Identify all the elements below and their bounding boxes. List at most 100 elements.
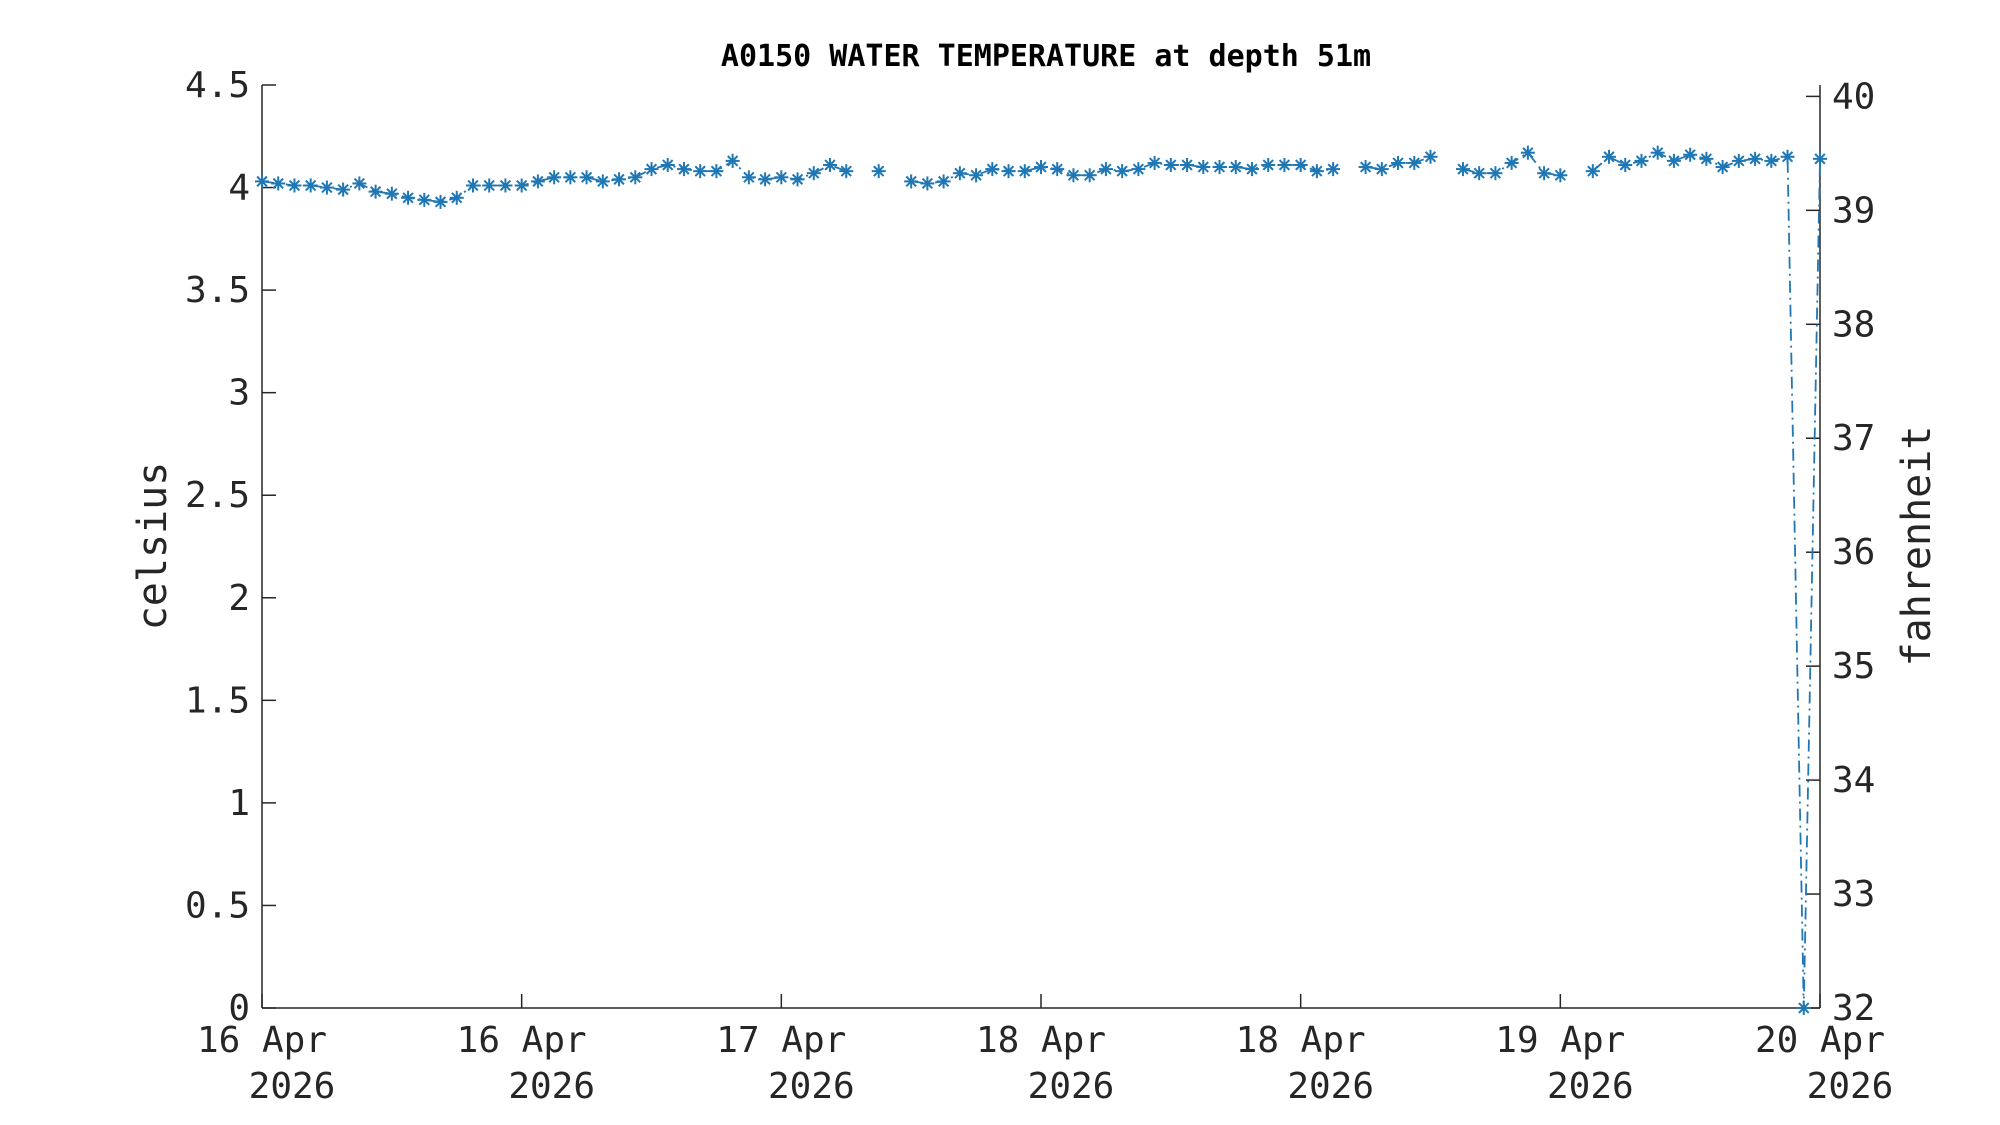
series-temperature bbox=[255, 145, 1827, 1015]
y-tick-label: 0.5 bbox=[185, 885, 250, 926]
data-point bbox=[1017, 164, 1032, 179]
data-point bbox=[384, 186, 399, 201]
data-point bbox=[1553, 168, 1568, 183]
y-axis-label: celsius bbox=[130, 462, 176, 631]
y-axis-ticks: 0 0.5 1 1.5 2 2.5 3 3.5 4 4.5 bbox=[185, 65, 276, 1029]
data-point bbox=[1082, 168, 1097, 183]
series-line bbox=[1592, 151, 1821, 1009]
data-point bbox=[1163, 157, 1178, 172]
y2-axis-ticks: 32 33 34 35 36 37 38 39 40 bbox=[1806, 76, 1875, 1029]
x-tick-label-year: 2026 bbox=[1547, 1066, 1634, 1107]
data-point bbox=[465, 178, 480, 193]
data-point bbox=[1731, 153, 1746, 168]
data-point bbox=[1455, 162, 1470, 177]
y2-tick-label: 37 bbox=[1832, 418, 1875, 459]
data-point bbox=[1537, 166, 1552, 181]
x-tick-label-year: 2026 bbox=[249, 1066, 336, 1107]
data-point bbox=[839, 164, 854, 179]
x-tick-label-year: 2026 bbox=[1028, 1066, 1115, 1107]
x-tick-label-year: 2026 bbox=[768, 1066, 855, 1107]
data-point bbox=[1034, 160, 1048, 175]
y2-tick-label: 39 bbox=[1832, 190, 1875, 231]
axes bbox=[261, 85, 1821, 1009]
data-point bbox=[271, 176, 286, 191]
x-tick-label-year: 2026 bbox=[508, 1066, 595, 1107]
data-point bbox=[1748, 151, 1763, 166]
data-point bbox=[871, 164, 886, 179]
x-tick-label-day: 18 Apr bbox=[976, 1020, 1106, 1061]
x-tick-label-day: 16 Apr bbox=[197, 1020, 327, 1061]
data-point bbox=[920, 176, 935, 191]
data-point bbox=[1131, 162, 1146, 177]
y2-tick-label: 38 bbox=[1832, 304, 1875, 345]
data-point bbox=[1309, 164, 1324, 179]
data-point bbox=[1423, 149, 1438, 164]
data-point bbox=[417, 192, 432, 207]
y2-tick-label: 33 bbox=[1832, 874, 1875, 915]
data-point bbox=[741, 170, 756, 185]
data-point bbox=[1293, 157, 1308, 172]
data-point bbox=[1228, 160, 1243, 175]
y-tick-label: 2 bbox=[228, 578, 250, 619]
data-point bbox=[1244, 162, 1259, 177]
data-point bbox=[1326, 162, 1341, 177]
data-point bbox=[449, 190, 464, 205]
x-tick-label-day: 17 Apr bbox=[716, 1020, 846, 1061]
data-point bbox=[319, 180, 334, 195]
y2-axis-label: fahrenheit bbox=[1894, 426, 1940, 667]
data-point bbox=[676, 162, 691, 177]
data-point bbox=[1391, 155, 1406, 170]
y-tick-label: 0 bbox=[228, 988, 250, 1029]
data-point bbox=[936, 174, 951, 189]
data-point bbox=[482, 178, 497, 193]
data-point bbox=[336, 182, 351, 197]
data-point bbox=[1358, 160, 1373, 175]
data-point bbox=[660, 157, 675, 172]
data-point bbox=[952, 166, 967, 181]
x-tick-label-day: 18 Apr bbox=[1236, 1020, 1366, 1061]
data-point bbox=[1699, 151, 1714, 166]
data-point bbox=[1261, 157, 1276, 172]
data-point bbox=[1374, 162, 1389, 177]
y2-tick-label: 36 bbox=[1832, 532, 1875, 573]
data-point bbox=[352, 176, 367, 191]
data-point bbox=[303, 178, 318, 193]
y2-tick-label: 32 bbox=[1832, 988, 1875, 1029]
y-tick-label: 4.5 bbox=[185, 65, 250, 106]
data-point bbox=[563, 170, 578, 185]
x-tick-label-day: 16 Apr bbox=[457, 1020, 587, 1061]
y2-tick-label: 34 bbox=[1832, 760, 1875, 801]
data-point bbox=[287, 178, 302, 193]
y-tick-label: 1.5 bbox=[185, 680, 250, 721]
data-point bbox=[1715, 160, 1730, 175]
data-point bbox=[1001, 164, 1016, 179]
y-tick-label: 3 bbox=[228, 373, 250, 414]
x-tick-label-year: 2026 bbox=[1287, 1066, 1374, 1107]
data-point bbox=[530, 174, 545, 189]
y-tick-label: 3.5 bbox=[185, 270, 250, 311]
data-point bbox=[1488, 166, 1503, 181]
data-point bbox=[904, 174, 919, 189]
y-tick-label: 2.5 bbox=[185, 475, 250, 516]
data-point bbox=[693, 164, 708, 179]
data-point bbox=[758, 172, 773, 187]
data-point bbox=[709, 164, 724, 179]
data-point bbox=[1147, 155, 1162, 170]
data-point bbox=[1780, 149, 1795, 164]
x-tick-label-year: 2026 bbox=[1807, 1066, 1894, 1107]
data-point bbox=[1634, 153, 1649, 168]
data-point bbox=[1796, 1001, 1811, 1015]
data-point bbox=[774, 170, 789, 185]
data-point bbox=[1504, 155, 1519, 170]
data-point bbox=[1764, 153, 1779, 168]
data-point bbox=[579, 170, 594, 185]
data-point bbox=[547, 170, 562, 185]
data-point bbox=[628, 170, 643, 185]
data-point bbox=[1683, 147, 1698, 162]
data-point bbox=[514, 178, 529, 193]
data-point bbox=[806, 166, 821, 181]
y-tick-label: 4 bbox=[228, 168, 250, 209]
data-point bbox=[1585, 164, 1600, 179]
data-point bbox=[1813, 151, 1827, 166]
data-point bbox=[498, 178, 513, 193]
